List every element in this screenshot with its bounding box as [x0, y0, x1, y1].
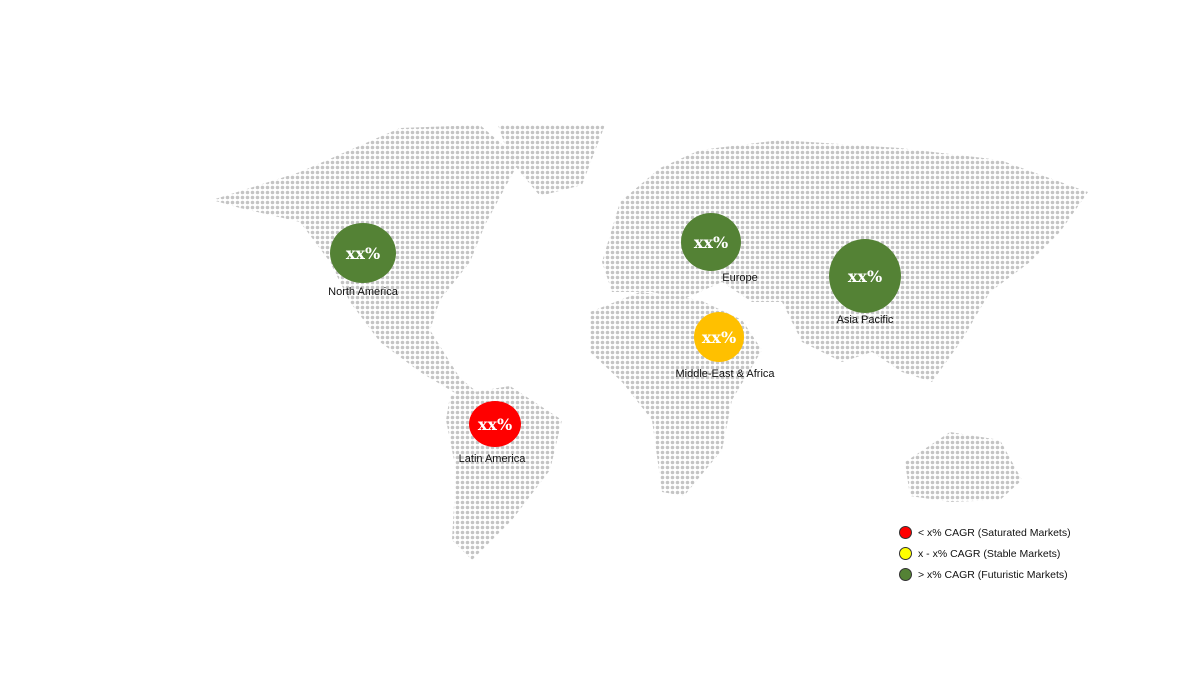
region-bubble: [330, 223, 396, 283]
green-circle-icon: [899, 568, 912, 581]
region-label: Middle-East & Africa: [675, 368, 775, 380]
legend: < x% CAGR (Saturated Markets) x - x% CAG…: [899, 522, 1071, 585]
region-label: Asia Pacific: [836, 314, 894, 326]
legend-item-saturated: < x% CAGR (Saturated Markets): [899, 522, 1071, 543]
region-label: North America: [328, 286, 398, 298]
region-bubble: [681, 213, 741, 271]
region-value: xx%: [848, 267, 882, 286]
continent-australia: [905, 432, 1022, 502]
continent-greenland: [498, 125, 605, 196]
region-bubble: [469, 401, 521, 447]
red-circle-icon: [899, 526, 912, 539]
region-bubble: [829, 239, 901, 313]
region-value: xx%: [346, 244, 380, 263]
region-value: xx%: [694, 233, 728, 252]
legend-item-stable: x - x% CAGR (Stable Markets): [899, 543, 1071, 564]
region-label: Europe: [722, 272, 758, 284]
yellow-circle-icon: [899, 547, 912, 560]
region-bubble: [694, 312, 744, 362]
legend-item-futuristic: > x% CAGR (Futuristic Markets): [899, 564, 1071, 585]
region-value: xx%: [702, 328, 736, 347]
region-value: xx%: [478, 415, 512, 434]
region-label: Latin America: [458, 453, 526, 465]
